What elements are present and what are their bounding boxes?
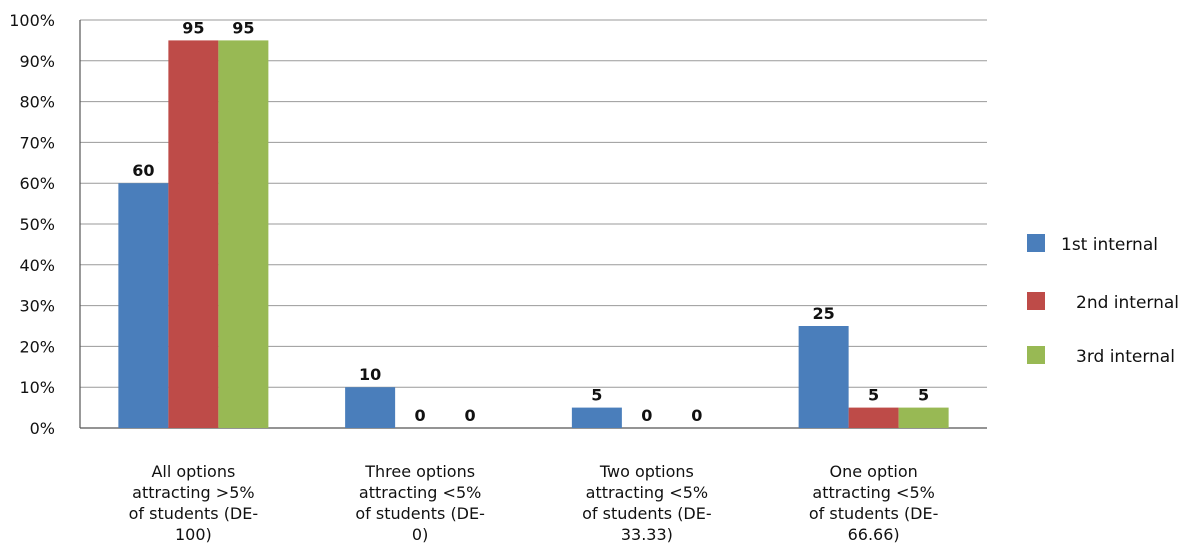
y-tick-label: 80%: [19, 93, 55, 112]
data-label: 5: [868, 386, 879, 405]
y-tick-label: 0%: [30, 419, 55, 438]
bars: [118, 40, 949, 429]
x-axis-categories: All options attracting >5% of students (DE…: [129, 462, 939, 544]
data-label: 95: [232, 18, 254, 37]
bar-3-4: [898, 407, 949, 428]
y-axis-ticks: 0% 10% 20% 30% 40% 50% 60% 70% 80% 90% 100%: [9, 11, 55, 438]
x-category-label: All options attracting >5% of students (DE…: [129, 462, 259, 544]
x-category-label: Two options attracting <5% of students (DE…: [582, 462, 712, 544]
y-tick-label: 40%: [19, 256, 55, 275]
legend-swatch: [1027, 234, 1045, 252]
y-tick-label: 70%: [19, 133, 55, 152]
bar-2-1: [168, 40, 219, 429]
x-category-label: One option attracting <5% of students (DE-…: [809, 462, 939, 544]
legend-label: 3rd internal: [1076, 347, 1175, 367]
y-tick-label: 30%: [19, 297, 55, 316]
legend-label: 2nd internal: [1076, 293, 1179, 313]
data-label: 60: [132, 161, 154, 180]
y-tick-label: 90%: [19, 52, 55, 71]
data-label: 0: [465, 406, 476, 425]
legend-swatch: [1027, 292, 1045, 310]
legend-label: 1st internal: [1061, 235, 1158, 255]
y-tick-label: 60%: [19, 174, 55, 193]
x-category-label: Three options attracting <5% of students (…: [355, 462, 485, 544]
data-label: 95: [182, 18, 204, 37]
bar-1-2: [345, 387, 396, 428]
bar-2-4: [848, 407, 899, 428]
legend: 1st internal 2nd internal 3rd internal: [1027, 234, 1179, 367]
data-labels: 60 95 95 10 0 0 5 0 0 25 5 5: [132, 18, 929, 425]
bar-1-3: [571, 407, 622, 428]
data-label: 10: [359, 365, 381, 384]
bar-3-1: [218, 40, 269, 429]
data-label: 5: [591, 386, 602, 405]
data-label: 5: [918, 386, 929, 405]
legend-swatch: [1027, 346, 1045, 364]
bar-1-4: [798, 326, 849, 428]
data-label: 0: [691, 406, 702, 425]
data-label: 0: [415, 406, 426, 425]
data-label: 0: [641, 406, 652, 425]
y-tick-label: 100%: [9, 11, 55, 30]
y-tick-label: 20%: [19, 337, 55, 356]
data-label: 25: [812, 304, 834, 323]
y-tick-label: 10%: [19, 378, 55, 397]
bar-1-1: [118, 183, 169, 428]
y-tick-label: 50%: [19, 215, 55, 234]
